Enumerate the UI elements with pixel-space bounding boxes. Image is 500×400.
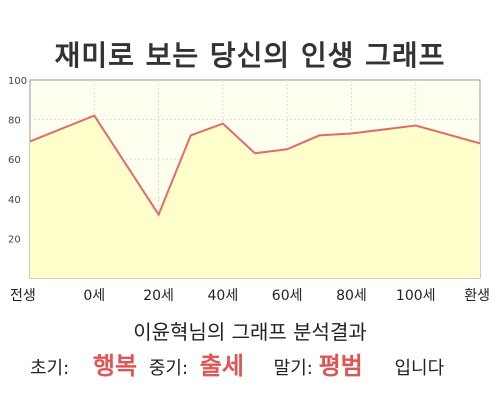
y-tick-label-0: 20 [8, 234, 21, 245]
mid-label: 중기: [148, 358, 189, 379]
page-title: 재미로 보는 당신의 인생 그래프 [54, 39, 446, 72]
early-value: 행복 [92, 352, 138, 380]
x-tick-label-1: 0세 [83, 288, 105, 304]
early-label: 초기: [30, 358, 70, 379]
late-label: 말기: [273, 358, 313, 379]
y-axis-ticks: 20 40 60 80 100 [8, 76, 27, 245]
x-tick-label-0: 전생 [10, 288, 36, 304]
y-tick-label-4: 100 [8, 76, 27, 87]
x-axis-ticks: 전생 0세 20세 40세 60세 80세 100세 환생 [10, 288, 490, 304]
y-tick-label-1: 40 [8, 195, 21, 206]
late-value: 평범 [318, 352, 363, 380]
x-tick-label-5: 80세 [336, 288, 367, 304]
result-title: 이윤혁님의 그래프 분석결과 [133, 320, 367, 344]
x-tick-label-7: 환생 [464, 288, 490, 304]
y-tick-label-2: 60 [8, 155, 21, 166]
x-tick-label-4: 60세 [272, 288, 303, 304]
x-tick-label-2: 20세 [143, 288, 174, 304]
life-line [29, 114, 481, 217]
life-graph-chart: 20 40 60 80 100 전생 0세 20세 40세 60세 80세 100세 환생 [8, 76, 490, 304]
x-tick-label-6: 100세 [396, 288, 436, 304]
mid-value: 출세 [199, 352, 244, 380]
y-tick-label-3: 80 [8, 116, 21, 127]
result-summary: 초기: 행복 중기: 출세 말기: 평범 입니다 [30, 346, 490, 381]
x-tick-label-3: 40세 [208, 288, 239, 304]
life-area-fill [30, 115, 480, 278]
result-suffix: 입니다 [394, 358, 445, 379]
